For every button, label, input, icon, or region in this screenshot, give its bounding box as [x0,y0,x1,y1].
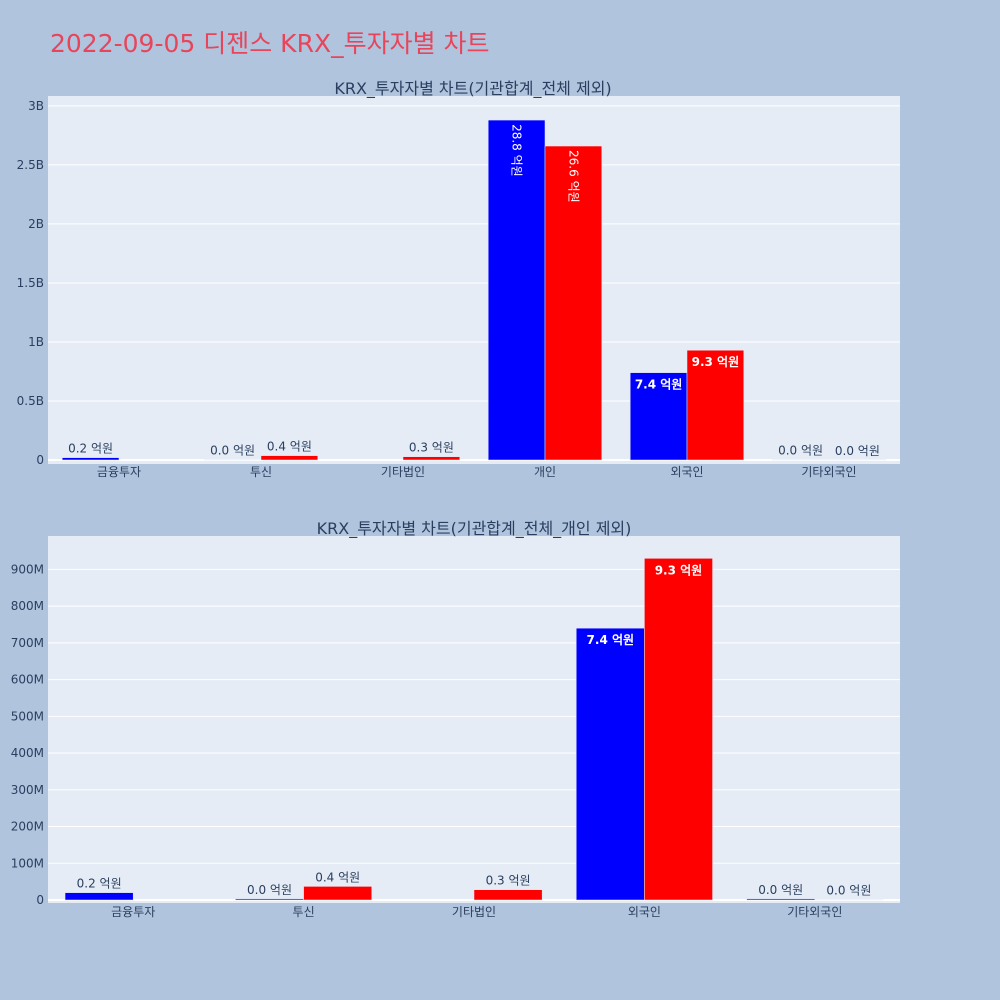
y-tick-label: 800M [11,599,44,613]
x-tick-label: 외국인 [670,465,703,479]
chart-title: KRX_투자자별 차트(기관합계_전체_개인 제외) [317,519,632,539]
bar-blue [64,892,134,901]
y-tick-label: 2.5B [17,158,44,172]
bar-value-label: 0.2 억원 [77,877,122,891]
x-tick-label: 금융투자 [111,905,155,919]
bar-value-label: 0.3 억원 [486,874,531,888]
bar-blue [746,898,816,901]
bar-red [260,455,319,461]
bar-value-label: 28.8 억원 [510,124,524,177]
y-tick-label: 1B [28,335,44,349]
x-tick-label: 금융투자 [97,465,141,479]
bar-value-label: 0.4 억원 [315,870,360,884]
bar-red [402,456,461,461]
y-tick-label: 500M [11,709,44,723]
y-tick-label: 600M [11,673,44,687]
x-tick-label: 기타법인 [381,465,425,479]
bar-blue [61,457,120,461]
plot-area [48,536,900,903]
y-tick-label: 0 [36,453,44,467]
chart-panel-2: 0 100M 200M 300M 400M 500M 600M 700M 800M 900M KRX… [11,519,900,919]
bar-blue [575,627,645,901]
bar-value-label: 9.3 억원 [692,355,740,369]
y-tick-label: 3B [28,99,44,113]
bar-red [686,349,745,461]
x-tick-label: 기타외국인 [787,905,842,919]
x-tick-label: 투신 [250,465,272,479]
bar-blue [629,372,688,461]
bar-value-label: 7.4 억원 [587,633,635,647]
y-tick-label: 0 [36,893,44,907]
bar-value-label: 0.3 억원 [409,441,454,455]
x-tick-label: 기타법인 [452,905,496,919]
y-tick-label: 200M [11,820,44,834]
bar-value-label: 0.4 억원 [267,440,312,454]
bar-value-label: 0.0 억원 [826,884,871,898]
bar-red [473,889,543,901]
y-tick-label: 2B [28,217,44,231]
y-tick-label: 300M [11,783,44,797]
bar-value-label: 0.0 억원 [835,444,880,458]
bar-value-label: 0.0 억원 [210,444,255,458]
y-tick-label: 400M [11,746,44,760]
x-tick-label: 투신 [293,905,315,919]
bar-red [303,886,373,901]
plot-area [48,96,900,464]
chart-panel-1: 0 0.5B 1B 1.5B 2B 2.5B 3B KRX_투자자별 차트(기관합계_전체 제… [17,79,900,479]
chart-title: KRX_투자자별 차트(기관합계_전체 제외) [334,79,611,99]
bar-value-label: 7.4 억원 [635,378,683,392]
page-title: 2022-09-05 디젠스 KRX_투자자별 차트 [50,29,490,58]
bar-value-label: 0.0 억원 [758,883,803,897]
x-tick-label: 개인 [534,465,556,479]
y-tick-label: 900M [11,562,44,576]
y-tick-label: 0.5B [17,394,44,408]
bar-blue [235,898,304,901]
bar-value-label: 0.0 억원 [247,883,292,897]
y-tick-label: 700M [11,636,44,650]
bar-red [544,145,603,461]
bar-value-label: 26.6 억원 [566,150,580,203]
bar-value-label: 0.0 억원 [778,444,823,458]
bar-value-label: 0.2 억원 [68,442,113,456]
x-tick-label: 기타외국인 [801,465,856,479]
x-tick-label: 외국인 [628,905,661,919]
bar-red [644,558,713,901]
y-tick-label: 1.5B [17,276,44,290]
bar-blue [487,119,546,461]
y-tick-label: 100M [11,856,44,870]
bar-value-label: 9.3 억원 [655,563,703,577]
